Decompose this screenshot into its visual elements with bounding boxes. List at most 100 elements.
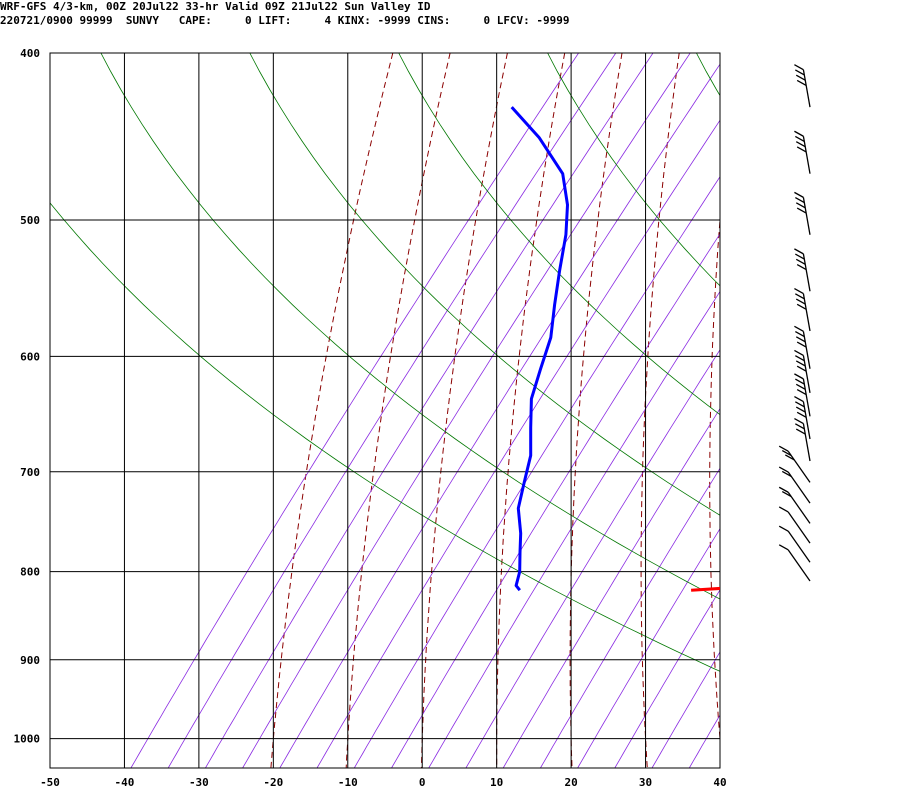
x-tick-label: 20 xyxy=(564,776,577,789)
dry-adiabat xyxy=(776,53,798,768)
barb-staff xyxy=(802,355,811,394)
mixing-ratio-line xyxy=(50,202,720,672)
moist-adiabat xyxy=(688,714,720,768)
dry-adiabat xyxy=(709,213,720,745)
tick-labels: -50 -40 -30 -20 -10 0 10 20 30 40 400 500 600 700 800 9… xyxy=(14,47,727,789)
moist-adiabat xyxy=(279,63,720,768)
barb-staff xyxy=(787,530,811,563)
mixing-ratio-line xyxy=(398,53,720,416)
x-tick-label: 10 xyxy=(490,776,503,789)
y-tick-label: 800 xyxy=(20,566,40,579)
barb-staff xyxy=(802,136,811,174)
barb-flag xyxy=(795,141,806,148)
mixing-ratio-line xyxy=(547,53,720,287)
barb-flag xyxy=(794,288,804,295)
barb-flag xyxy=(794,248,804,255)
barb-flag xyxy=(794,373,804,380)
barb-staff xyxy=(787,549,811,582)
stats-line: 220721/0900 99999 SUNVY CAPE: 0 LIFT: 4 … xyxy=(0,14,570,27)
moist-adiabat xyxy=(391,233,720,768)
wind-barb xyxy=(794,373,811,417)
barb-flag xyxy=(778,525,789,532)
wind-barb xyxy=(794,248,811,292)
dry-adiabat xyxy=(496,53,566,768)
moist-adiabat xyxy=(316,119,720,768)
barb-flag xyxy=(796,365,807,372)
barb-flag xyxy=(794,191,804,198)
barb-flag xyxy=(794,417,804,425)
dewpoint-line xyxy=(510,106,569,592)
barb-staff xyxy=(802,293,811,332)
x-tick-label: -10 xyxy=(338,776,358,789)
wind-barb xyxy=(794,288,811,332)
barb-flag xyxy=(795,253,805,260)
moist-adiabat xyxy=(428,290,720,768)
barb-flag xyxy=(778,544,789,551)
wind-barb xyxy=(778,525,811,563)
wind-barb xyxy=(794,64,811,108)
barb-flag xyxy=(781,491,792,498)
barb-flag xyxy=(796,146,807,153)
barb-staff xyxy=(787,491,811,524)
barb-flag xyxy=(778,506,789,513)
moist-adiabat xyxy=(242,53,691,768)
x-tick-label: 40 xyxy=(713,776,726,789)
chart-title: WRF-GFS 4/3-km, 00Z 20Jul22 33-hr Valid … xyxy=(0,0,431,13)
barb-flag xyxy=(781,470,792,477)
dry-adiabat xyxy=(640,53,680,768)
barb-staff xyxy=(802,378,811,417)
barb-staff xyxy=(787,471,811,504)
wind-barb xyxy=(794,417,811,462)
x-tick-label: 0 xyxy=(419,776,426,789)
wind-barb xyxy=(778,544,811,582)
wind-barb xyxy=(778,466,811,504)
barb-flag xyxy=(795,135,805,143)
series-layer xyxy=(510,106,720,592)
barb-flag xyxy=(796,264,807,271)
x-tick-label: 30 xyxy=(639,776,652,789)
moist-adiabat xyxy=(130,53,579,768)
wind-barb xyxy=(778,506,811,544)
barb-flag xyxy=(795,197,805,204)
barb-flag xyxy=(796,79,807,86)
moist-adiabat xyxy=(614,589,720,768)
barb-flag xyxy=(778,466,789,473)
dry-adiabat xyxy=(841,53,874,768)
barb-flag xyxy=(795,428,806,435)
y-tick-label: 600 xyxy=(20,350,40,363)
barb-flag xyxy=(781,450,792,457)
barb-flag xyxy=(795,298,806,305)
moist-adiabat xyxy=(577,527,720,768)
moist-adiabat xyxy=(353,176,720,768)
barb-flag xyxy=(796,341,807,348)
x-tick-label: -50 xyxy=(40,776,60,789)
wind-barbs xyxy=(778,64,811,582)
barb-flag xyxy=(794,395,804,403)
mixing-ratio-line xyxy=(696,53,720,97)
y-tick-label: 500 xyxy=(20,214,40,227)
barb-flag xyxy=(795,293,805,300)
barb-flag xyxy=(796,411,807,418)
wind-barb xyxy=(778,445,811,483)
mixing-ratio-line xyxy=(100,53,720,600)
y-tick-label: 1000 xyxy=(14,733,41,746)
dry-adiabat xyxy=(345,53,451,768)
y-tick-label: 700 xyxy=(20,466,40,479)
wind-barb xyxy=(794,349,811,394)
barb-flag xyxy=(795,355,805,362)
wind-barb xyxy=(794,130,811,174)
moist-adiabat xyxy=(651,651,720,768)
barb-staff xyxy=(802,197,811,235)
barb-flag xyxy=(795,423,805,430)
moist-adiabat xyxy=(502,407,720,768)
barb-flag xyxy=(794,325,804,332)
dry-adiabat xyxy=(420,53,508,768)
wind-barb xyxy=(794,191,811,235)
barb-flag xyxy=(795,336,806,343)
barb-flag xyxy=(795,258,806,265)
barb-staff xyxy=(802,423,811,462)
barb-staff xyxy=(802,331,811,369)
barb-flag xyxy=(795,202,806,209)
barb-flag xyxy=(795,401,805,408)
